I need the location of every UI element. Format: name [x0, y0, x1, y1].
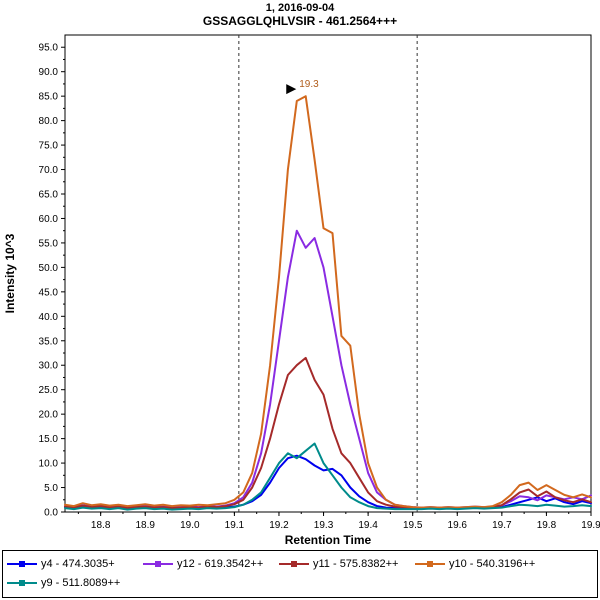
legend-line-swatch: [7, 560, 37, 567]
x-tick-label: 19.5: [403, 520, 423, 531]
x-tick-label: 18.9: [136, 520, 156, 531]
series-line-2: [64, 356, 592, 510]
y-axis-title: Intensity 10^3: [3, 233, 17, 313]
legend-item-1: y12 - 619.3542++: [143, 554, 279, 573]
y-tick-label: 10.0: [39, 459, 59, 470]
legend-label: y4 - 474.3035+: [41, 557, 115, 570]
x-tick-label: 19.7: [492, 520, 512, 531]
legend-label: y11 - 575.8382++: [313, 557, 399, 570]
legend-item-2: y11 - 575.8382++: [279, 554, 415, 573]
chart-legend: y4 - 474.3035+ y12 - 619.3542++ y11 - 575.…: [2, 550, 598, 598]
series-line-4: [64, 442, 592, 511]
legend-line-swatch: [415, 560, 445, 567]
legend-item-4: y9 - 511.8089++: [7, 573, 143, 592]
x-tick-label: 19.9: [581, 520, 600, 531]
chromatogram-chart[interactable]: 0.0 5.0 10.0 15.0 20.0 25.0 30.0 35.0 40.0 45.0 50…: [0, 0, 600, 548]
x-tick-label: 19.4: [358, 520, 378, 531]
peak-annotation: 19.3: [286, 79, 319, 95]
x-tick-label: 19.0: [180, 520, 200, 531]
y-tick-label: 70.0: [39, 165, 59, 176]
y-tick-label: 25.0: [39, 385, 59, 396]
x-axis: 18.8 18.9 19.0 19.1 19.2 19.3 19.4 19.5 19.6 19.7…: [77, 512, 600, 531]
x-tick-label: 19.2: [269, 520, 289, 531]
x-tick-label: 18.8: [91, 520, 111, 531]
y-tick-label: 5.0: [44, 483, 58, 494]
x-tick-label: 19.6: [448, 520, 468, 531]
y-tick-label: 0.0: [44, 508, 58, 519]
legend-label: y12 - 619.3542++: [177, 557, 264, 570]
legend-label: y10 - 540.3196++: [449, 557, 536, 570]
legend-item-0: y4 - 474.3035+: [7, 554, 143, 573]
x-axis-title: Retention Time: [285, 533, 372, 547]
y-tick-label: 15.0: [39, 434, 59, 445]
y-tick-label: 20.0: [39, 410, 59, 421]
x-tick-label: 19.3: [314, 520, 334, 531]
y-tick-label: 90.0: [39, 67, 59, 78]
series-line-3: [64, 95, 592, 509]
legend-item-3: y10 - 540.3196++: [415, 554, 551, 573]
y-tick-label: 60.0: [39, 214, 59, 225]
legend-line-swatch: [7, 579, 37, 586]
y-tick-label: 85.0: [39, 92, 59, 103]
peak-rt-label: 19.3: [299, 79, 319, 90]
peptide-title: GSSAGGLQHLVSIR - 461.2564+++: [202, 13, 398, 28]
legend-label: y9 - 511.8089++: [41, 576, 121, 589]
legend-line-swatch: [279, 560, 309, 567]
peak-arrow-icon: [286, 84, 297, 95]
y-tick-label: 45.0: [39, 287, 59, 298]
y-tick-label: 40.0: [39, 312, 59, 323]
y-tick-label: 95.0: [39, 43, 59, 54]
y-tick-label: 30.0: [39, 361, 59, 372]
x-tick-label: 19.1: [225, 520, 245, 531]
y-axis: 0.0 5.0 10.0 15.0 20.0 25.0 30.0 35.0 40.0 45.0 50…: [39, 43, 65, 519]
y-tick-label: 50.0: [39, 263, 59, 274]
series-line-1: [64, 229, 592, 509]
chart-titles: 1, 2016-09-04 GSSAGGLQHLVSIR - 461.2564+…: [0, 2, 600, 28]
y-tick-label: 35.0: [39, 336, 59, 347]
y-tick-label: 65.0: [39, 190, 59, 201]
x-tick-label: 19.8: [537, 520, 557, 531]
y-tick-label: 80.0: [39, 116, 59, 127]
replicate-title: 1, 2016-09-04: [265, 2, 335, 14]
y-tick-label: 55.0: [39, 238, 59, 249]
y-tick-label: 75.0: [39, 141, 59, 152]
legend-line-swatch: [143, 560, 173, 567]
plot-border: [64, 34, 592, 513]
